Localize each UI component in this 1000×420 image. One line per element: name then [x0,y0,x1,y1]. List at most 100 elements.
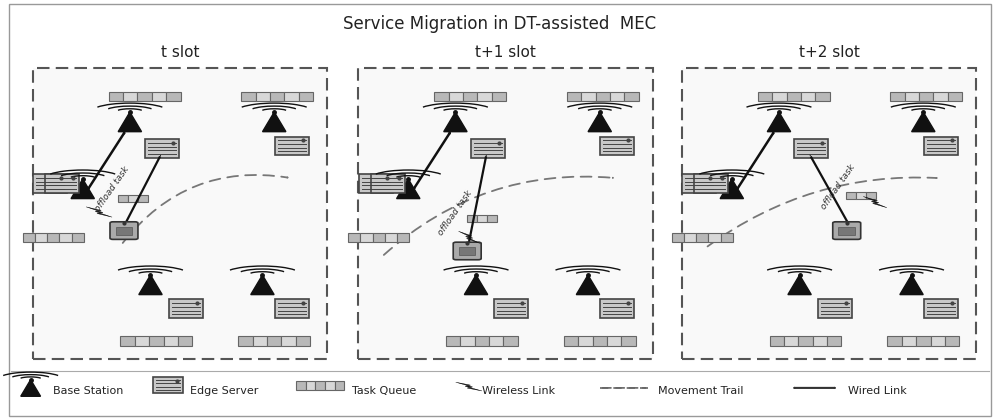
Bar [905,92,919,101]
Bar [315,381,325,390]
Polygon shape [118,112,142,132]
Bar [600,136,634,155]
Bar [475,336,489,346]
Bar [446,336,460,346]
Bar [948,92,962,101]
Bar [924,299,958,318]
Bar [360,233,373,242]
Bar [610,92,624,101]
Polygon shape [863,197,887,208]
Text: Movement Trail: Movement Trail [658,386,743,396]
Bar [827,336,841,346]
Bar [33,174,67,193]
Bar [153,377,183,393]
Bar [477,215,487,222]
Bar [241,92,256,101]
Bar [299,92,313,101]
Bar [275,136,309,155]
Bar [787,92,801,101]
Bar [607,336,621,346]
Polygon shape [912,112,935,132]
Bar [253,336,267,346]
Text: offload task: offload task [93,164,131,213]
Bar [684,233,696,242]
Polygon shape [397,179,420,199]
Polygon shape [767,112,791,132]
Bar [721,233,733,242]
Bar [35,233,47,242]
Text: Edge Server: Edge Server [190,386,259,396]
Bar [359,174,393,193]
Bar [59,233,72,242]
Bar [128,195,138,202]
Bar [887,336,902,346]
Bar [672,233,684,242]
Text: Base Station: Base Station [53,386,123,396]
Text: t+2 slot: t+2 slot [799,45,859,60]
Bar [120,336,135,346]
Polygon shape [720,179,744,199]
Text: offload task: offload task [819,163,857,211]
FancyBboxPatch shape [833,222,861,239]
Polygon shape [459,231,480,243]
Bar [385,233,397,242]
FancyBboxPatch shape [453,242,481,260]
Bar [846,192,856,199]
Bar [306,381,315,390]
Bar [758,92,772,101]
Bar [275,299,309,318]
Bar [772,92,787,101]
Bar [178,336,192,346]
Bar [371,174,405,193]
Bar [487,215,497,222]
Text: Task Queue: Task Queue [352,386,416,396]
Bar [397,233,409,242]
Bar [109,92,123,101]
Bar [682,174,716,193]
Text: t slot: t slot [161,45,199,60]
Bar [916,336,931,346]
Text: Service Migration in DT-assisted  MEC: Service Migration in DT-assisted MEC [343,16,657,33]
Bar [325,381,335,390]
Polygon shape [263,112,286,132]
Polygon shape [588,112,611,132]
Text: offload task: offload task [437,189,474,237]
Polygon shape [139,275,162,294]
Bar [166,92,181,101]
Bar [581,92,596,101]
Text: t+1 slot: t+1 slot [475,45,536,60]
Bar [270,92,284,101]
Polygon shape [86,207,112,217]
Bar [434,92,449,101]
Bar [503,336,518,346]
Polygon shape [576,275,600,294]
Polygon shape [444,112,467,132]
Bar [770,336,784,346]
Bar [600,299,634,318]
Bar [373,233,385,242]
Bar [798,336,813,346]
Bar [459,247,475,255]
Polygon shape [71,179,94,199]
Bar [945,336,959,346]
Bar [567,92,581,101]
Bar [296,336,310,346]
Bar [856,192,866,199]
Bar [696,233,708,242]
Bar [238,336,253,346]
Bar [348,233,360,242]
Bar [467,215,477,222]
Bar [335,381,344,390]
Bar [931,336,945,346]
Bar [72,233,84,242]
Bar [23,233,35,242]
Bar [492,92,506,101]
Bar [694,174,728,193]
Bar [463,92,477,101]
Bar [902,336,916,346]
Bar [135,336,149,346]
Bar [149,336,164,346]
Bar [494,299,528,318]
Bar [564,336,578,346]
Bar [578,336,593,346]
